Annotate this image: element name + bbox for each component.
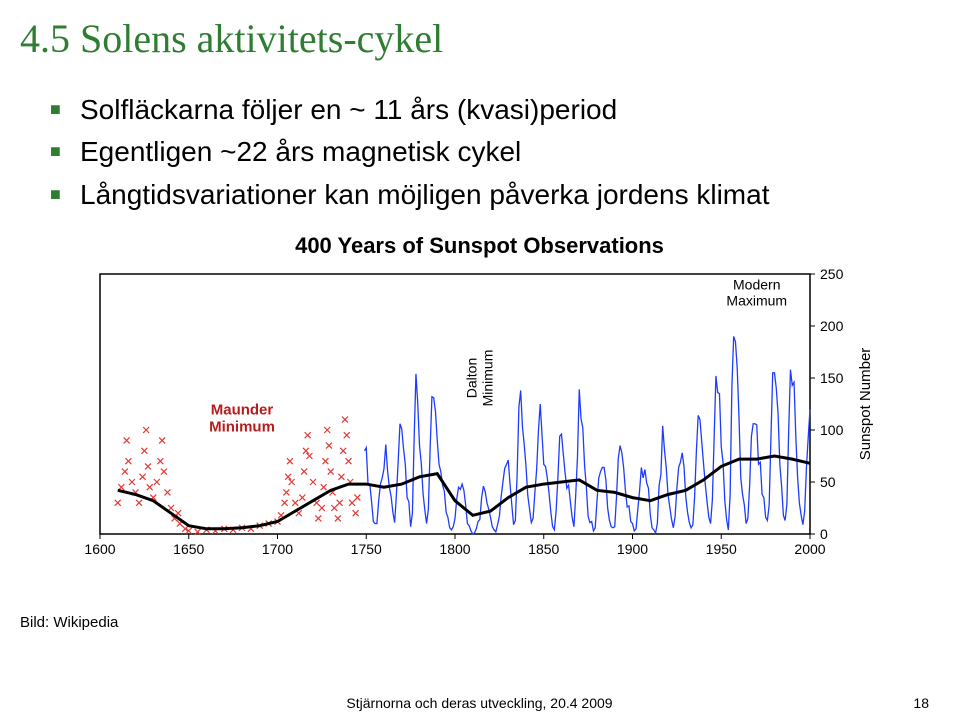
svg-text:200: 200 — [820, 318, 844, 334]
svg-text:1800: 1800 — [439, 541, 470, 557]
svg-text:MaunderMinimum: MaunderMinimum — [209, 402, 275, 436]
bullet-item: Solfläckarna följer en ~ 11 års (kvasi)p… — [50, 92, 939, 128]
svg-text:250: 250 — [820, 266, 844, 282]
svg-text:1650: 1650 — [173, 541, 204, 557]
svg-text:1700: 1700 — [261, 541, 292, 557]
footer-text: Stjärnorna och deras utveckling, 20.4 20… — [0, 695, 959, 711]
svg-text:1900: 1900 — [616, 541, 647, 557]
svg-text:1950: 1950 — [705, 541, 736, 557]
bullet-list: Solfläckarna följer en ~ 11 års (kvasi)p… — [50, 92, 939, 213]
svg-text:1750: 1750 — [350, 541, 381, 557]
svg-text:Sunspot Number: Sunspot Number — [857, 348, 874, 461]
svg-text:50: 50 — [820, 474, 836, 490]
sunspot-chart: 1600 1650 1700 1750 1800 1850 1900 1950 20000 50 1… — [80, 264, 880, 564]
svg-text:150: 150 — [820, 370, 844, 386]
svg-text:DaltonMinimum: DaltonMinimum — [463, 350, 495, 407]
svg-text:1850: 1850 — [528, 541, 559, 557]
image-credit: Bild: Wikipedia — [20, 614, 118, 631]
chart-container: 400 Years of Sunspot Observations 160016… — [80, 233, 880, 564]
bullet-item: Egentligen ~22 års magnetisk cykel — [50, 134, 939, 170]
svg-text:ModernMaximum: ModernMaximum — [726, 277, 787, 309]
svg-text:100: 100 — [820, 422, 844, 438]
svg-text:2000: 2000 — [794, 541, 825, 557]
svg-text:1600: 1600 — [84, 541, 115, 557]
page-title: 4.5 Solens aktivitets-cykel — [20, 15, 939, 62]
bullet-item: Långtidsvariationer kan möjligen påverka… — [50, 177, 939, 213]
svg-text:0: 0 — [820, 526, 828, 542]
page-number: 18 — [913, 695, 929, 711]
chart-title: 400 Years of Sunspot Observations — [80, 233, 880, 259]
